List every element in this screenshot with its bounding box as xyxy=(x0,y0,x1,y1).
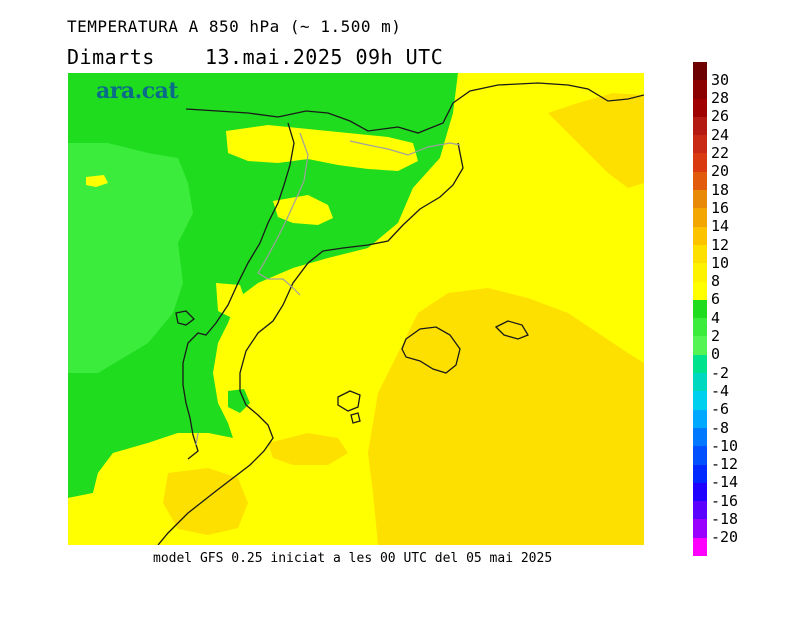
temp-band-10-12-s xyxy=(268,433,348,465)
temp-band-6-8-c xyxy=(86,175,108,187)
colorbar-segment xyxy=(693,336,707,355)
colorbar-segment xyxy=(693,135,707,154)
colorbar-segment xyxy=(693,446,707,465)
colorbar-tick-label: 20 xyxy=(711,162,730,181)
internal-boundaries xyxy=(195,132,461,446)
colorbar-segment xyxy=(693,244,707,264)
colorbar-segment xyxy=(693,464,707,483)
colorbar-tick-label: 12 xyxy=(711,235,730,254)
colorbar-tick-label: -2 xyxy=(711,363,730,382)
colorbar-segment xyxy=(693,98,707,117)
colorbar-tick-label: 16 xyxy=(711,198,730,217)
temp-band-10-12-sw xyxy=(163,468,248,535)
temperature-colorbar xyxy=(693,62,707,557)
temp-band-6-8-d xyxy=(216,283,246,319)
colorbar-tick-label: -20 xyxy=(711,528,739,547)
forecast-datetime: Dimarts 13.mai.2025 09h UTC xyxy=(67,45,444,69)
colorbar-segment xyxy=(693,354,707,374)
model-info-footer: model GFS 0.25 iniciat a les 00 UTC del … xyxy=(153,551,553,566)
colorbar-segment xyxy=(693,391,707,410)
colorbar-tick-label: 26 xyxy=(711,107,730,126)
colorbar-segment xyxy=(693,153,707,172)
chart-title: TEMPERATURA A 850 hPa (~ 1.500 m) xyxy=(67,17,402,36)
temp-band-6-8-a xyxy=(226,125,418,171)
temperature-map xyxy=(68,73,644,545)
colorbar-segment xyxy=(693,537,707,557)
map-canvas xyxy=(68,73,644,545)
colorbar-segment xyxy=(693,263,707,282)
colorbar-segment xyxy=(693,409,707,428)
colorbar-tick-label: -12 xyxy=(711,455,739,474)
colorbar-tick-label: 4 xyxy=(711,308,721,327)
colorbar-segment xyxy=(693,171,707,191)
colorbar-tick-label: -16 xyxy=(711,491,739,510)
temp-band-4-6-pocket xyxy=(228,389,250,413)
colorbar-tick-label: 30 xyxy=(711,70,730,89)
colorbar-segment xyxy=(693,519,707,538)
colorbar-segment xyxy=(693,208,707,227)
colorbar-tick-label: 0 xyxy=(711,345,721,364)
colorbar-tick-label: -4 xyxy=(711,381,730,400)
colorbar-tick-label: 8 xyxy=(711,272,721,291)
colorbar-tick-label: 22 xyxy=(711,144,730,162)
colorbar-tick-label: -14 xyxy=(711,473,739,492)
colorbar-segment xyxy=(693,482,707,502)
colorbar-tick-label: -8 xyxy=(711,418,730,437)
colorbar-tick-label: 10 xyxy=(711,253,730,272)
colorbar-tick-label: 18 xyxy=(711,180,730,199)
colorbar-tick-label: 24 xyxy=(711,125,730,144)
coastlines xyxy=(157,82,644,545)
colorbar-segment xyxy=(693,299,707,319)
colorbar-tick-label: -10 xyxy=(711,436,739,455)
colorbar-tick-label: 2 xyxy=(711,327,721,345)
colorbar-segment xyxy=(693,80,707,99)
colorbar-tick-label: 14 xyxy=(711,217,730,236)
colorbar-tick-label: -18 xyxy=(711,510,739,528)
colorbar-segment xyxy=(693,281,707,300)
colorbar-tick-label: -6 xyxy=(711,400,730,419)
colorbar-segment xyxy=(693,501,707,520)
colorbar-segment xyxy=(693,318,707,337)
colorbar-segment xyxy=(693,373,707,392)
temp-band-2-4 xyxy=(68,143,193,373)
colorbar-tick-label: 28 xyxy=(711,89,730,108)
colorbar-tick-label: 6 xyxy=(711,290,721,309)
ara-cat-logo: ara.cat xyxy=(96,78,179,104)
temp-band-10-12 xyxy=(368,288,644,545)
colorbar-segment xyxy=(693,427,707,447)
colorbar-segment xyxy=(693,116,707,136)
colorbar-segment xyxy=(693,62,707,81)
temp-band-10-12-ne xyxy=(548,93,644,188)
colorbar-segment xyxy=(693,226,707,245)
colorbar-segment xyxy=(693,190,707,209)
